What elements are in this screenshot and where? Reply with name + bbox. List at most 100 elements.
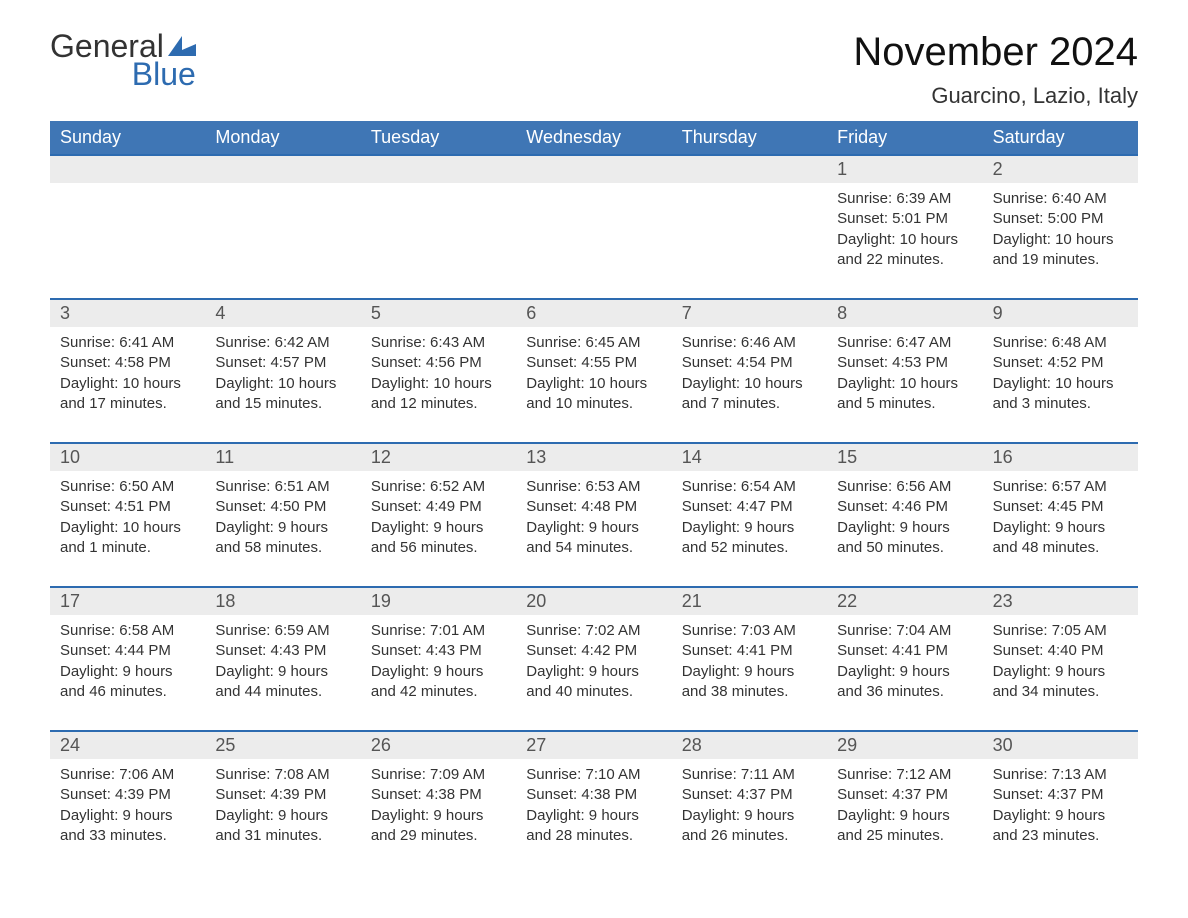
day-number: 11 <box>205 444 360 471</box>
sunset-text: Sunset: 4:54 PM <box>682 353 817 373</box>
sunrise-text: Sunrise: 6:53 AM <box>526 477 661 497</box>
calendar: Sunday Monday Tuesday Wednesday Thursday… <box>50 121 1138 856</box>
daylight-text: Daylight: 10 hours and 5 minutes. <box>837 374 972 415</box>
day-number: 29 <box>827 732 982 759</box>
sunset-text: Sunset: 4:48 PM <box>526 497 661 517</box>
sunset-text: Sunset: 4:45 PM <box>993 497 1128 517</box>
sunrise-text: Sunrise: 6:42 AM <box>215 333 350 353</box>
day-number: 28 <box>672 732 827 759</box>
sunset-text: Sunset: 4:47 PM <box>682 497 817 517</box>
sunrise-text: Sunrise: 6:41 AM <box>60 333 195 353</box>
day-cell: Sunrise: 6:45 AMSunset: 4:55 PMDaylight:… <box>516 327 671 424</box>
sunset-text: Sunset: 4:43 PM <box>215 641 350 661</box>
daynum-band: 24252627282930 <box>50 730 1138 759</box>
daylight-text: Daylight: 10 hours and 19 minutes. <box>993 230 1128 271</box>
daylight-text: Daylight: 9 hours and 23 minutes. <box>993 806 1128 847</box>
sunset-text: Sunset: 4:42 PM <box>526 641 661 661</box>
day-number <box>205 156 360 183</box>
day-number <box>516 156 671 183</box>
daynum-band: 17181920212223 <box>50 586 1138 615</box>
day-cell: Sunrise: 7:05 AMSunset: 4:40 PMDaylight:… <box>983 615 1138 712</box>
daylight-text: Daylight: 9 hours and 58 minutes. <box>215 518 350 559</box>
sunrise-text: Sunrise: 6:48 AM <box>993 333 1128 353</box>
day-cell: Sunrise: 7:06 AMSunset: 4:39 PMDaylight:… <box>50 759 205 856</box>
daylight-text: Daylight: 10 hours and 3 minutes. <box>993 374 1128 415</box>
daynum-band: 12 <box>50 154 1138 183</box>
day-number: 17 <box>50 588 205 615</box>
sunset-text: Sunset: 5:01 PM <box>837 209 972 229</box>
weekday-header: Friday <box>827 121 982 154</box>
sunrise-text: Sunrise: 7:03 AM <box>682 621 817 641</box>
sunrise-text: Sunrise: 7:13 AM <box>993 765 1128 785</box>
weekday-header: Sunday <box>50 121 205 154</box>
day-cell: Sunrise: 7:10 AMSunset: 4:38 PMDaylight:… <box>516 759 671 856</box>
day-cell: Sunrise: 7:09 AMSunset: 4:38 PMDaylight:… <box>361 759 516 856</box>
day-cell <box>50 183 205 280</box>
sunset-text: Sunset: 5:00 PM <box>993 209 1128 229</box>
day-number: 26 <box>361 732 516 759</box>
sunset-text: Sunset: 4:58 PM <box>60 353 195 373</box>
day-cell: Sunrise: 7:03 AMSunset: 4:41 PMDaylight:… <box>672 615 827 712</box>
sunrise-text: Sunrise: 7:04 AM <box>837 621 972 641</box>
daylight-text: Daylight: 9 hours and 36 minutes. <box>837 662 972 703</box>
day-number: 10 <box>50 444 205 471</box>
day-cell: Sunrise: 6:39 AMSunset: 5:01 PMDaylight:… <box>827 183 982 280</box>
day-number <box>672 156 827 183</box>
daylight-text: Daylight: 9 hours and 29 minutes. <box>371 806 506 847</box>
day-number: 12 <box>361 444 516 471</box>
daylight-text: Daylight: 9 hours and 44 minutes. <box>215 662 350 703</box>
day-cell: Sunrise: 6:42 AMSunset: 4:57 PMDaylight:… <box>205 327 360 424</box>
daylight-text: Daylight: 10 hours and 22 minutes. <box>837 230 972 271</box>
day-number: 30 <box>983 732 1138 759</box>
daylight-text: Daylight: 10 hours and 15 minutes. <box>215 374 350 415</box>
day-cell: Sunrise: 6:54 AMSunset: 4:47 PMDaylight:… <box>672 471 827 568</box>
day-cell: Sunrise: 6:41 AMSunset: 4:58 PMDaylight:… <box>50 327 205 424</box>
day-cell: Sunrise: 7:08 AMSunset: 4:39 PMDaylight:… <box>205 759 360 856</box>
day-number: 15 <box>827 444 982 471</box>
daynum-band: 3456789 <box>50 298 1138 327</box>
sunset-text: Sunset: 4:38 PM <box>526 785 661 805</box>
sunrise-text: Sunrise: 7:11 AM <box>682 765 817 785</box>
day-cell <box>672 183 827 280</box>
day-cell <box>516 183 671 280</box>
daylight-text: Daylight: 9 hours and 56 minutes. <box>371 518 506 559</box>
sunset-text: Sunset: 4:56 PM <box>371 353 506 373</box>
daylight-text: Daylight: 9 hours and 48 minutes. <box>993 518 1128 559</box>
sunrise-text: Sunrise: 6:45 AM <box>526 333 661 353</box>
day-cell <box>205 183 360 280</box>
day-cell: Sunrise: 7:04 AMSunset: 4:41 PMDaylight:… <box>827 615 982 712</box>
daynum-band: 10111213141516 <box>50 442 1138 471</box>
day-cell: Sunrise: 6:56 AMSunset: 4:46 PMDaylight:… <box>827 471 982 568</box>
day-number: 5 <box>361 300 516 327</box>
day-number: 23 <box>983 588 1138 615</box>
week-row: 17181920212223Sunrise: 6:58 AMSunset: 4:… <box>50 586 1138 712</box>
weekday-header: Wednesday <box>516 121 671 154</box>
sunrise-text: Sunrise: 7:01 AM <box>371 621 506 641</box>
sunset-text: Sunset: 4:53 PM <box>837 353 972 373</box>
sunset-text: Sunset: 4:44 PM <box>60 641 195 661</box>
day-cell: Sunrise: 6:40 AMSunset: 5:00 PMDaylight:… <box>983 183 1138 280</box>
day-number: 7 <box>672 300 827 327</box>
sunrise-text: Sunrise: 6:47 AM <box>837 333 972 353</box>
sunset-text: Sunset: 4:49 PM <box>371 497 506 517</box>
day-number: 16 <box>983 444 1138 471</box>
week-row: 24252627282930Sunrise: 7:06 AMSunset: 4:… <box>50 730 1138 856</box>
day-number: 20 <box>516 588 671 615</box>
day-cell: Sunrise: 6:47 AMSunset: 4:53 PMDaylight:… <box>827 327 982 424</box>
day-number <box>361 156 516 183</box>
sunset-text: Sunset: 4:55 PM <box>526 353 661 373</box>
sunrise-text: Sunrise: 6:40 AM <box>993 189 1128 209</box>
sunset-text: Sunset: 4:41 PM <box>682 641 817 661</box>
daylight-text: Daylight: 9 hours and 38 minutes. <box>682 662 817 703</box>
day-number: 3 <box>50 300 205 327</box>
location: Guarcino, Lazio, Italy <box>853 83 1138 109</box>
sunset-text: Sunset: 4:37 PM <box>837 785 972 805</box>
weekday-header: Tuesday <box>361 121 516 154</box>
day-number: 6 <box>516 300 671 327</box>
weekday-header: Monday <box>205 121 360 154</box>
daylight-text: Daylight: 9 hours and 42 minutes. <box>371 662 506 703</box>
daylight-text: Daylight: 9 hours and 52 minutes. <box>682 518 817 559</box>
day-number: 19 <box>361 588 516 615</box>
day-number: 2 <box>983 156 1138 183</box>
day-cell: Sunrise: 7:01 AMSunset: 4:43 PMDaylight:… <box>361 615 516 712</box>
